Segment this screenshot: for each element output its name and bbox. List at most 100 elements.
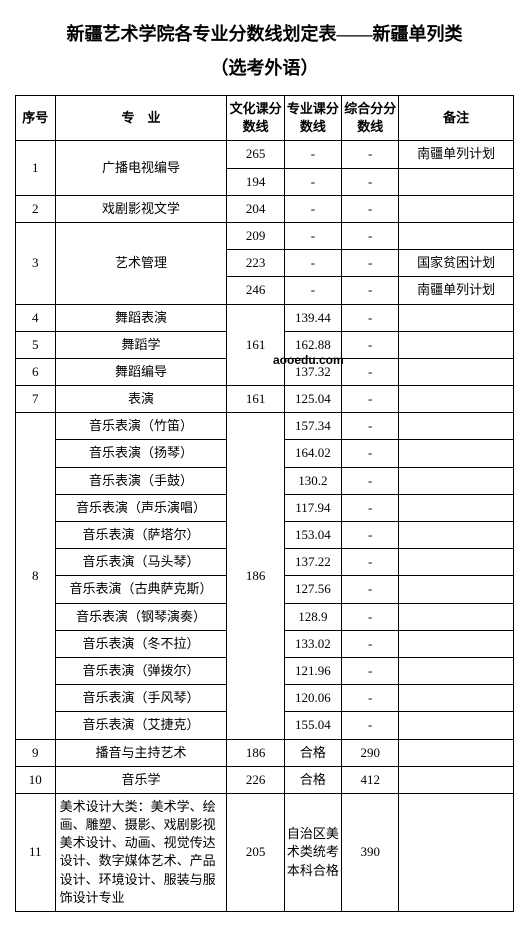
cell-comp: - bbox=[342, 630, 399, 657]
cell-note bbox=[399, 603, 514, 630]
cell-comp: - bbox=[342, 685, 399, 712]
cell-comp: - bbox=[342, 603, 399, 630]
cell-comp: 412 bbox=[342, 766, 399, 793]
header-comp: 综合分分数线 bbox=[342, 96, 399, 141]
cell-comp: - bbox=[342, 358, 399, 385]
cell-comp: - bbox=[342, 712, 399, 739]
table-row: 8 音乐表演（竹笛） 186 157.34 - bbox=[16, 413, 514, 440]
cell-prof: 121.96 bbox=[284, 657, 341, 684]
cell-prof: 125.04 bbox=[284, 386, 341, 413]
cell-note: 南疆单列计划 bbox=[399, 141, 514, 168]
cell-major: 音乐表演（竹笛） bbox=[55, 413, 227, 440]
cell-num: 6 bbox=[16, 358, 56, 385]
cell-num: 7 bbox=[16, 386, 56, 413]
cell-note bbox=[399, 657, 514, 684]
cell-num: 8 bbox=[16, 413, 56, 739]
cell-note bbox=[399, 793, 514, 911]
header-culture: 文化课分数线 bbox=[227, 96, 284, 141]
cell-major: 音乐表演（萨塔尔） bbox=[55, 522, 227, 549]
table-row: 1 广播电视编导 265 - - 南疆单列计划 bbox=[16, 141, 514, 168]
cell-note bbox=[399, 222, 514, 249]
cell-num: 1 bbox=[16, 141, 56, 195]
cell-comp: - bbox=[342, 549, 399, 576]
header-num: 序号 bbox=[16, 96, 56, 141]
cell-culture: 223 bbox=[227, 250, 284, 277]
cell-note bbox=[399, 195, 514, 222]
cell-num: 2 bbox=[16, 195, 56, 222]
cell-prof: 128.9 bbox=[284, 603, 341, 630]
cell-note bbox=[399, 685, 514, 712]
table-row: 10 音乐学 226 合格 412 bbox=[16, 766, 514, 793]
cell-major: 音乐表演（手风琴） bbox=[55, 685, 227, 712]
cell-comp: - bbox=[342, 277, 399, 304]
cell-comp: - bbox=[342, 386, 399, 413]
cell-major: 戏剧影视文学 bbox=[55, 195, 227, 222]
cell-major: 音乐学 bbox=[55, 766, 227, 793]
cell-major: 舞蹈表演 bbox=[55, 304, 227, 331]
cell-num: 9 bbox=[16, 739, 56, 766]
header-note: 备注 bbox=[399, 96, 514, 141]
cell-prof: 127.56 bbox=[284, 576, 341, 603]
cell-prof: 164.02 bbox=[284, 440, 341, 467]
cell-prof: 120.06 bbox=[284, 685, 341, 712]
cell-comp: 290 bbox=[342, 739, 399, 766]
cell-comp: - bbox=[342, 168, 399, 195]
cell-culture: 205 bbox=[227, 793, 284, 911]
cell-major: 音乐表演（冬不拉） bbox=[55, 630, 227, 657]
cell-prof: - bbox=[284, 222, 341, 249]
cell-note bbox=[399, 168, 514, 195]
cell-culture: 265 bbox=[227, 141, 284, 168]
cell-comp: - bbox=[342, 494, 399, 521]
cell-major: 音乐表演（钢琴演奏） bbox=[55, 603, 227, 630]
table-row: 4 舞蹈表演 161 139.44 - bbox=[16, 304, 514, 331]
cell-note bbox=[399, 630, 514, 657]
cell-prof: 自治区美术类统考本科合格 bbox=[284, 793, 341, 911]
cell-note: 国家贫困计划 bbox=[399, 250, 514, 277]
table-row: 2 戏剧影视文学 204 - - bbox=[16, 195, 514, 222]
cell-prof: 130.2 bbox=[284, 467, 341, 494]
cell-note bbox=[399, 766, 514, 793]
table-header-row: 序号 专 业 文化课分数线 专业课分数线 综合分分数线 备注 bbox=[16, 96, 514, 141]
cell-culture: 194 bbox=[227, 168, 284, 195]
page-subtitle: （选考外语） bbox=[15, 54, 514, 80]
cell-num: 3 bbox=[16, 222, 56, 304]
cell-prof: - bbox=[284, 195, 341, 222]
cell-prof: - bbox=[284, 277, 341, 304]
cell-note bbox=[399, 549, 514, 576]
cell-note bbox=[399, 331, 514, 358]
cell-note bbox=[399, 712, 514, 739]
cell-prof: 137.22 bbox=[284, 549, 341, 576]
cell-prof: 155.04 bbox=[284, 712, 341, 739]
cell-comp: - bbox=[342, 141, 399, 168]
cell-prof: 117.94 bbox=[284, 494, 341, 521]
cell-note bbox=[399, 440, 514, 467]
cell-comp: - bbox=[342, 250, 399, 277]
cell-comp: - bbox=[342, 304, 399, 331]
cell-comp: - bbox=[342, 440, 399, 467]
cell-note: 南疆单列计划 bbox=[399, 277, 514, 304]
cell-culture: 226 bbox=[227, 766, 284, 793]
cell-prof: 合格 bbox=[284, 766, 341, 793]
cell-culture: 204 bbox=[227, 195, 284, 222]
cell-num: 10 bbox=[16, 766, 56, 793]
cell-note bbox=[399, 413, 514, 440]
cell-major: 艺术管理 bbox=[55, 222, 227, 304]
cell-prof: 157.34 bbox=[284, 413, 341, 440]
cell-num: 4 bbox=[16, 304, 56, 331]
cell-note bbox=[399, 386, 514, 413]
header-prof: 专业课分数线 bbox=[284, 96, 341, 141]
cell-note bbox=[399, 467, 514, 494]
table-row: 9 播音与主持艺术 186 合格 290 bbox=[16, 739, 514, 766]
cell-comp: - bbox=[342, 522, 399, 549]
cell-major: 美术设计大类：美术学、绘画、雕塑、摄影、戏剧影视美术设计、动画、视觉传达设计、数… bbox=[55, 793, 227, 911]
cell-comp: - bbox=[342, 222, 399, 249]
cell-prof: - bbox=[284, 250, 341, 277]
cell-prof: - bbox=[284, 141, 341, 168]
cell-major: 播音与主持艺术 bbox=[55, 739, 227, 766]
cell-prof: 139.44 bbox=[284, 304, 341, 331]
cell-note bbox=[399, 494, 514, 521]
cell-prof: 合格 bbox=[284, 739, 341, 766]
cell-comp: 390 bbox=[342, 793, 399, 911]
cell-comp: - bbox=[342, 195, 399, 222]
cell-major: 广播电视编导 bbox=[55, 141, 227, 195]
